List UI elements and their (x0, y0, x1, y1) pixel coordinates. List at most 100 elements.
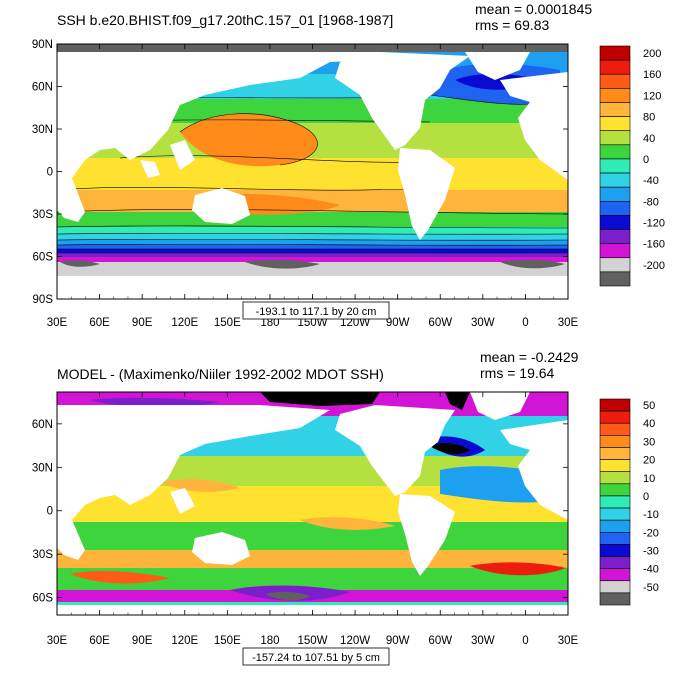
land-australia-2 (192, 532, 250, 565)
land-europe (500, 72, 568, 180)
land-australia (192, 188, 250, 224)
x-tick-label: 90W (386, 317, 410, 329)
x-tick-label: 60E (89, 317, 110, 329)
x-tick-label: 0 (522, 635, 528, 647)
panel-ssh-model: SSH b.e20.BHIST.f09_g17.20thC.157_01 [19… (32, 1, 665, 329)
colorbar-label: 40 (643, 133, 655, 145)
colorbar-box (599, 544, 631, 557)
x-tick-label: 30E (47, 635, 68, 647)
colorbar-box (599, 592, 631, 606)
panel2-title: MODEL - (Maximenko/Niiler 1992-2002 MDOT… (57, 366, 384, 382)
colorbar-label: 200 (643, 48, 661, 60)
y-tick-label: 60N (32, 419, 53, 431)
x-tick-label: 150E (214, 635, 241, 647)
land-eurasia (57, 52, 380, 178)
colorbar-label: 80 (643, 112, 655, 124)
colorbar-box (599, 507, 631, 521)
panel1-field (57, 44, 568, 299)
colorbar-box (599, 45, 631, 61)
colorbar-box (599, 144, 631, 160)
colorbar-box (599, 172, 631, 188)
x-tick-label: 30W (471, 635, 495, 647)
land-north-america-2 (335, 405, 455, 496)
colorbar-box (599, 556, 631, 569)
x-tick-label: 90W (386, 635, 410, 647)
colorbar-box (599, 459, 631, 473)
colorbar-box (599, 519, 631, 533)
x-tick-label: 60W (428, 317, 452, 329)
y-tick-label: 90S (33, 294, 54, 306)
colorbar-label: 10 (643, 473, 655, 485)
colorbar-box (599, 200, 631, 216)
colorbar-box (599, 243, 631, 259)
x-tick-label: 30E (558, 635, 579, 647)
x-tick-label: 120W (340, 635, 370, 647)
x-tick-label: 90E (132, 635, 153, 647)
colorbar-box (599, 257, 631, 273)
panel1-mean: mean = 0.0001845 (475, 1, 592, 17)
colorbar-box (599, 531, 631, 545)
colorbar-box (599, 271, 631, 287)
colorbar-box (599, 158, 631, 174)
colorbar-box (599, 568, 631, 582)
x-tick-label: 120W (340, 317, 370, 329)
land-europe-2 (500, 420, 568, 520)
y-tick-label: 30N (32, 462, 53, 474)
colorbar-box (599, 186, 631, 202)
colorbar-label: 20 (643, 455, 655, 467)
colorbar-label: -40 (643, 175, 659, 187)
colorbar-label: 120 (643, 90, 661, 102)
colorbar-box (599, 471, 631, 485)
y-tick-label: 30S (33, 549, 54, 561)
land-mask (57, 52, 568, 299)
y-tick-label: 60S (33, 593, 54, 605)
colorbar-label: -120 (643, 217, 665, 229)
panel2-axes: 30E 60E 90E 120E 150E 180 150W 120W 90W 60W 30W 0 30… (32, 392, 579, 647)
y-tick-label: 0 (47, 167, 53, 179)
y-tick-label: 0 (47, 506, 53, 518)
land-greenland (465, 52, 530, 80)
panel1-colorbar: 200 160 120 80 40 0 -40 -80 -120 -160 -200 (599, 45, 665, 287)
colorbar-label: -40 (643, 564, 659, 576)
panel2-mean: mean = -0.2429 (480, 349, 579, 365)
x-tick-label: 120E (171, 635, 198, 647)
colorbar-label: -30 (643, 545, 659, 557)
colorbar-label: -160 (643, 239, 665, 251)
colorbar-box (599, 422, 631, 436)
colorbar-box (599, 495, 631, 509)
panel2-colorbar: 50 40 30 20 10 0 -10 -20 -30 -40 -50 (599, 398, 659, 606)
colorbar-box (599, 410, 631, 424)
x-tick-label: 150E (214, 317, 241, 329)
colorbar-label: -20 (643, 527, 659, 539)
colorbar-box (599, 398, 631, 412)
x-tick-label: 90E (132, 317, 153, 329)
land-eurasia-2 (57, 405, 330, 520)
colorbar-box (599, 215, 631, 230)
y-tick-label: 60N (32, 82, 53, 94)
panel2-range-box: -157.24 to 107.51 by 5 cm (242, 647, 390, 666)
colorbar-label: 30 (643, 436, 655, 448)
land-south-america (398, 148, 455, 240)
x-tick-label: 60W (428, 635, 452, 647)
colorbar-box (599, 88, 631, 103)
x-tick-label: 150W (297, 635, 327, 647)
colorbar-box (599, 59, 631, 75)
x-tick-label: 180 (260, 635, 279, 647)
colorbar-label: 40 (643, 418, 655, 430)
panel1-rms: rms = 69.83 (475, 17, 550, 33)
x-tick-label: 180 (260, 317, 279, 329)
colorbar-box (599, 116, 631, 132)
y-tick-label: 60S (33, 252, 54, 264)
colorbar-box (599, 580, 631, 594)
panel2-rms: rms = 19.64 (480, 365, 555, 381)
colorbar-label: 0 (643, 491, 649, 503)
colorbar-label: -10 (643, 509, 659, 521)
x-tick-label: 30E (558, 317, 579, 329)
colorbar-box (599, 102, 631, 117)
panel1-axes: 30E 60E 90E 120E 150E 180 150W 120W 90W 60W 30W 0 30… (32, 39, 579, 329)
x-tick-label: 30E (47, 317, 68, 329)
y-tick-label: 90N (32, 39, 53, 51)
x-tick-label: 0 (522, 317, 528, 329)
colorbar-box (599, 130, 631, 146)
